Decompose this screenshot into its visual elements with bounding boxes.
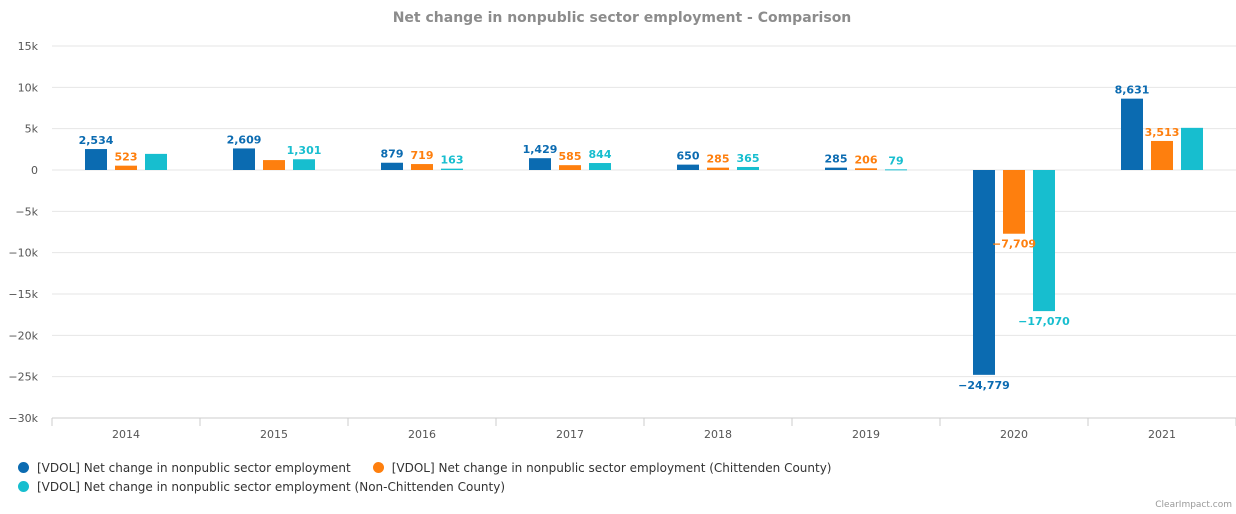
y-tick-label: −10k bbox=[8, 247, 38, 260]
data-label: 879 bbox=[381, 148, 404, 161]
y-tick-label: 5k bbox=[25, 123, 39, 136]
y-tick-label: −25k bbox=[8, 371, 38, 384]
bar[interactable] bbox=[85, 149, 107, 170]
credit-text[interactable]: ClearImpact.com bbox=[1155, 500, 1232, 510]
x-tick-label: 2019 bbox=[852, 428, 880, 441]
data-label: 844 bbox=[589, 148, 612, 161]
bar[interactable] bbox=[855, 168, 877, 170]
bar[interactable] bbox=[825, 167, 847, 170]
y-tick-label: 10k bbox=[18, 81, 39, 94]
data-label: 3,513 bbox=[1145, 126, 1180, 139]
data-label: 206 bbox=[855, 153, 878, 166]
bar[interactable] bbox=[411, 164, 433, 170]
bar[interactable] bbox=[589, 163, 611, 170]
legend-dot-icon bbox=[18, 462, 29, 473]
legend-row: [VDOL] Net change in nonpublic sector em… bbox=[18, 477, 1218, 496]
legend-label: [VDOL] Net change in nonpublic sector em… bbox=[37, 460, 351, 475]
data-label: 585 bbox=[559, 150, 582, 163]
y-axis: 15k 10k 5k 0 −5k −10k −15k −20k −25k −30k bbox=[8, 40, 38, 425]
x-tick-label: 2017 bbox=[556, 428, 584, 441]
data-label: 719 bbox=[411, 149, 434, 162]
x-tick-label: 2018 bbox=[704, 428, 732, 441]
data-label: 285 bbox=[825, 153, 848, 166]
bar[interactable] bbox=[233, 148, 255, 170]
legend: [VDOL] Net change in nonpublic sector em… bbox=[18, 458, 1218, 496]
data-label: 2,534 bbox=[79, 134, 114, 147]
y-tick-label: −20k bbox=[8, 329, 38, 342]
y-tick-label: 15k bbox=[18, 40, 39, 53]
x-tick-label: 2015 bbox=[260, 428, 288, 441]
bar[interactable] bbox=[1181, 127, 1203, 170]
data-label: 650 bbox=[677, 150, 700, 163]
bar[interactable] bbox=[737, 166, 759, 170]
legend-label: [VDOL] Net change in nonpublic sector em… bbox=[37, 479, 506, 494]
x-tick-label: 2020 bbox=[1000, 428, 1028, 441]
data-label: 1,301 bbox=[287, 144, 322, 157]
legend-row: [VDOL] Net change in nonpublic sector em… bbox=[18, 458, 1218, 477]
bar[interactable] bbox=[1151, 140, 1173, 170]
x-tick-label: 2014 bbox=[112, 428, 140, 441]
x-tick-label: 2016 bbox=[408, 428, 436, 441]
bar[interactable] bbox=[529, 158, 551, 170]
bar[interactable] bbox=[559, 165, 581, 170]
bar[interactable] bbox=[293, 159, 315, 170]
bar[interactable] bbox=[263, 160, 285, 170]
y-tick-label: −30k bbox=[8, 412, 38, 425]
bar[interactable] bbox=[677, 164, 699, 170]
legend-label: [VDOL] Net change in nonpublic sector em… bbox=[391, 460, 832, 475]
chart-title: Net change in nonpublic sector employmen… bbox=[393, 10, 852, 26]
y-tick-label: 0 bbox=[31, 164, 38, 177]
legend-dot-icon bbox=[372, 462, 384, 473]
bar[interactable] bbox=[381, 162, 403, 170]
x-tick-label: 2021 bbox=[1148, 428, 1176, 441]
data-labels: 2,534 2,609 879 1,429 650 285 −24,779 8,631 523 7… bbox=[79, 84, 1180, 392]
bar[interactable] bbox=[145, 153, 167, 170]
bar[interactable] bbox=[115, 165, 137, 170]
bar[interactable] bbox=[441, 168, 463, 170]
data-label: 79 bbox=[888, 154, 903, 167]
bar[interactable] bbox=[707, 167, 729, 170]
legend-item-non-chittenden[interactable]: [VDOL] Net change in nonpublic sector em… bbox=[18, 480, 505, 494]
data-label: 163 bbox=[441, 154, 464, 167]
legend-dot-icon bbox=[18, 481, 29, 492]
legend-item-chittenden[interactable]: [VDOL] Net change in nonpublic sector em… bbox=[372, 460, 832, 475]
grid bbox=[52, 45, 1236, 419]
data-label: −7,709 bbox=[992, 238, 1036, 251]
bar[interactable] bbox=[1121, 98, 1143, 170]
data-label: 1,429 bbox=[523, 143, 558, 156]
x-axis: 2014 2015 2016 2017 2018 2019 2020 2021 bbox=[51, 417, 1236, 441]
bars bbox=[85, 98, 1203, 375]
data-label: 2,609 bbox=[227, 133, 262, 146]
data-label: −17,070 bbox=[1018, 315, 1070, 328]
data-label: −24,779 bbox=[958, 379, 1010, 392]
bar[interactable] bbox=[1003, 170, 1025, 234]
bar[interactable] bbox=[885, 169, 907, 171]
data-label: 365 bbox=[737, 152, 760, 165]
bar[interactable] bbox=[973, 170, 995, 375]
y-tick-label: −15k bbox=[8, 288, 38, 301]
bar[interactable] bbox=[1033, 170, 1055, 312]
data-label: 8,631 bbox=[1115, 84, 1150, 97]
legend-item-statewide[interactable]: [VDOL] Net change in nonpublic sector em… bbox=[18, 461, 351, 475]
y-tick-label: −5k bbox=[15, 205, 38, 218]
data-label: 285 bbox=[707, 153, 730, 166]
data-label: 523 bbox=[115, 151, 138, 164]
